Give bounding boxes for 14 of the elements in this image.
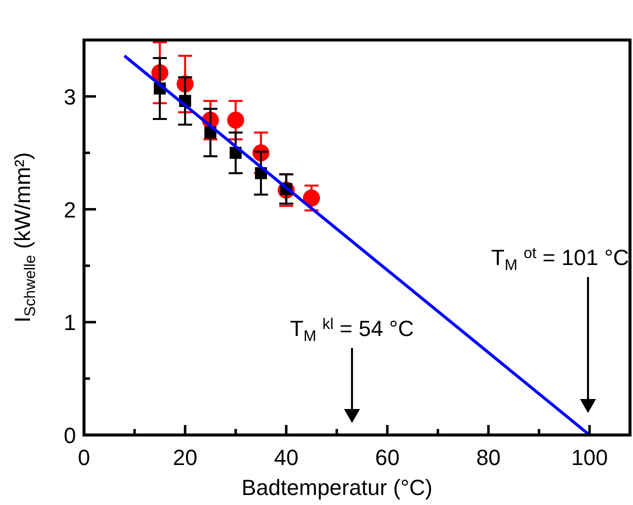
x-tick-label: 100 bbox=[571, 445, 608, 470]
x-tick-label: 40 bbox=[274, 445, 298, 470]
x-tick-label: 20 bbox=[172, 445, 198, 470]
y-tick-label: 3 bbox=[64, 84, 76, 110]
x-axis-title: Badtemperatur (°C) bbox=[242, 475, 432, 500]
x-tick-label: 80 bbox=[476, 445, 501, 470]
x-tick-label: 60 bbox=[375, 445, 400, 470]
point bbox=[303, 190, 320, 206]
y-tick-label: 1 bbox=[64, 310, 76, 336]
annotation: T$_{M}$ $^{ot}$ = 101 °C bbox=[491, 244, 630, 274]
y-tick-label: 2 bbox=[64, 197, 76, 222]
annotation: T$_{M}$ $^{kl}$ = 54 °C bbox=[290, 316, 414, 344]
y-tick-label: 0 bbox=[64, 423, 76, 448]
point bbox=[227, 112, 244, 129]
